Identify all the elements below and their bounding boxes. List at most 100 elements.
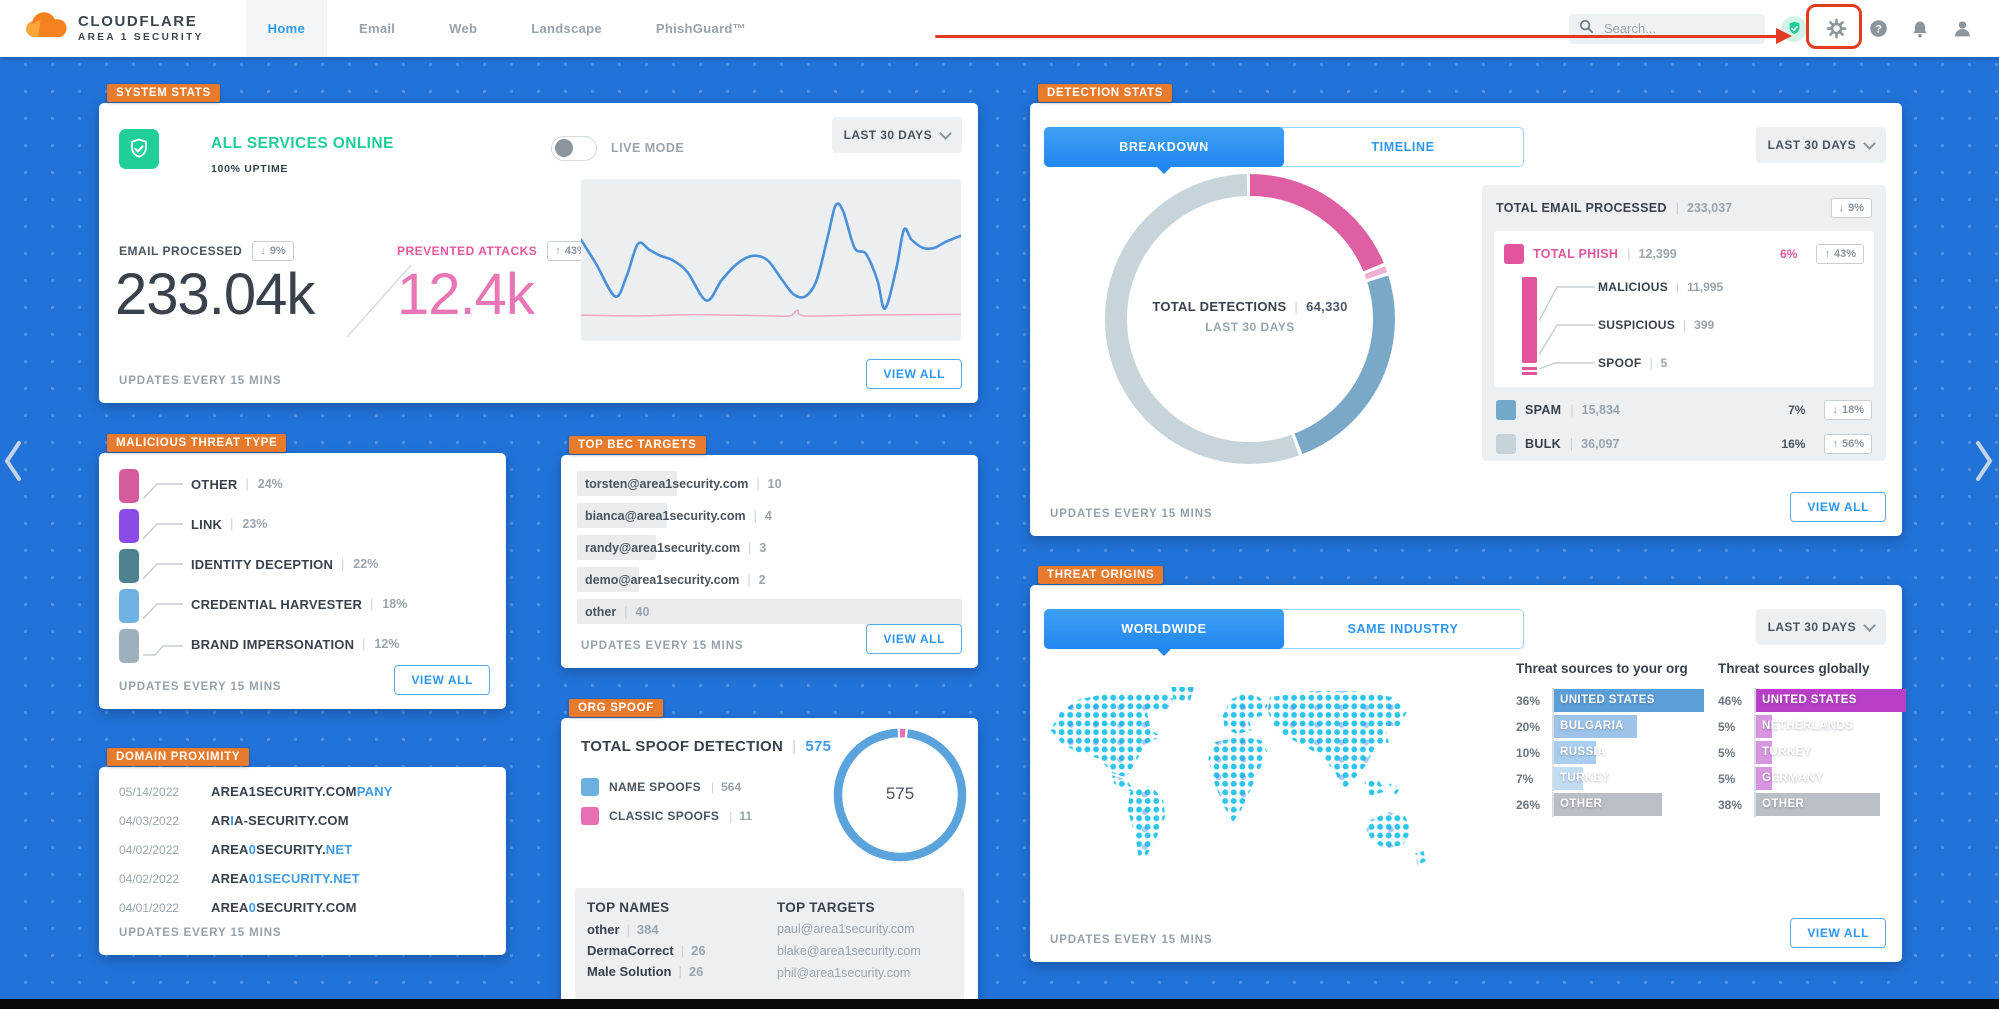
total-phish-row: TOTAL PHISH 12,399 6% ↑43%	[1504, 241, 1864, 267]
delta-badge: ↓ 9%	[1830, 198, 1872, 218]
threat-type-row: LINK 23%	[191, 515, 267, 533]
legend-swatch	[581, 778, 599, 796]
domain-segment: AREA	[211, 900, 249, 915]
top-name: DermaCorrect	[587, 943, 674, 958]
search-icon	[1579, 19, 1594, 39]
row-label: TOTAL PHISH	[1533, 247, 1619, 261]
origin-bar-zone: RUSSIA	[1552, 740, 1712, 765]
row-percent: 6%	[1780, 247, 1798, 261]
domain-name: AREA0SECURITY.NET	[211, 842, 352, 857]
range-dropdown[interactable]: LAST 30 DAYS	[831, 117, 962, 153]
origin-row-russia: 10% RUSSIA	[1516, 740, 1712, 765]
range-dropdown[interactable]: LAST 30 DAYS	[1755, 127, 1886, 163]
nav-item-landscape[interactable]: Landscape	[531, 21, 602, 36]
origins-tab-worldwide[interactable]: WORLDWIDE	[1044, 609, 1284, 656]
domain-segment: SECURITY.	[256, 842, 326, 857]
child-value: 5	[1650, 356, 1668, 370]
domain-name: AREA01SECURITY.NET	[211, 871, 360, 886]
origin-country-label: OTHER	[1762, 798, 1805, 810]
bec-target-email: other	[585, 605, 617, 619]
row-swatch	[1496, 400, 1516, 420]
carousel-left-chevron[interactable]	[2, 438, 24, 489]
bec-count-bar	[577, 471, 678, 496]
chevron-down-icon	[939, 126, 952, 140]
user-profile-icon[interactable]	[1949, 16, 1975, 42]
help-icon[interactable]: ?	[1865, 16, 1891, 42]
bec-target-row: randy@area1security.com3	[577, 535, 962, 560]
nav-item-email[interactable]: Email	[358, 21, 396, 36]
view-all-button[interactable]: VIEW ALL	[866, 359, 962, 389]
origin-percent: 36%	[1516, 693, 1541, 708]
connector-line	[143, 483, 183, 500]
domain-row: 04/03/2022 ARIA-SECURITY.COM	[99, 806, 506, 835]
origin-bar-zone: TURKEY	[1754, 740, 1914, 765]
top-name: other	[587, 922, 620, 937]
legend-item: CLASSIC SPOOFS 11	[581, 807, 752, 825]
threat-type-swatch	[119, 469, 139, 503]
top-target-email: paul@area1security.com	[777, 922, 915, 936]
top-names-list: other384DermaCorrect26Male Solution26	[587, 922, 706, 979]
view-all-button[interactable]: VIEW ALL	[1790, 918, 1886, 948]
threat-type-label: IDENTITY DECEPTION	[191, 556, 334, 572]
origin-country-label: TURKEY	[1560, 772, 1610, 784]
domain-name: ARIA-SECURITY.COM	[211, 813, 349, 828]
origin-bar-zone: UNITED STATES	[1552, 688, 1712, 713]
domain-diff-segment: I	[230, 813, 234, 828]
spoof-detail-panel: TOP NAMES other384DermaCorrect26Male Sol…	[575, 888, 964, 1000]
origins-tab-same-industry[interactable]: SAME INDUSTRY	[1347, 622, 1459, 636]
row-percent: 16%	[1781, 437, 1806, 451]
svg-text:?: ?	[1875, 23, 1882, 35]
origin-bar: OTHER	[1554, 793, 1663, 816]
top-targets-list: paul@area1security.com blake@area1securit…	[777, 922, 921, 980]
delta-badge-slot: ↓ 9%	[1830, 198, 1872, 218]
bec-text: randy@area1security.com3	[577, 535, 962, 561]
search-input[interactable]	[1569, 13, 1765, 44]
bec-text: other40	[577, 599, 962, 625]
detection-tab-timeline[interactable]: TIMELINE	[1371, 140, 1435, 154]
services-status-text: ALL SERVICES ONLINE	[211, 135, 394, 152]
bottom-black-bar	[0, 999, 1999, 1009]
origin-bar-zone: GERMANY	[1754, 766, 1914, 791]
origin-country-label: OTHER	[1560, 798, 1603, 810]
donut-center-value: 64,330	[1286, 299, 1347, 314]
nav-item-home[interactable]: Home	[245, 0, 327, 57]
phish-stacked-bar	[1522, 277, 1537, 363]
live-mode-toggle[interactable]	[551, 136, 597, 161]
detection-breakdown-panel: TOTAL EMAIL PROCESSED 233,037 ↓9% TOTAL …	[1482, 185, 1886, 461]
search-field[interactable]	[1602, 20, 1755, 37]
range-dropdown[interactable]: LAST 30 DAYS	[1755, 609, 1886, 645]
view-all-button[interactable]: VIEW ALL	[1790, 492, 1886, 522]
bec-target-count: 40	[616, 605, 649, 619]
malicious-threat-type-card: MALICIOUS THREAT TYPE OTHER 24% LINK 23% IDE…	[99, 434, 506, 709]
domain-proximity-card: DOMAIN PROXIMITY 05/14/2022 AREA1SECURITY…	[99, 748, 506, 955]
updates-note: UPDATES EVERY 15 MINS	[581, 640, 744, 652]
child-label: SPOOF	[1598, 356, 1642, 370]
detections-donut-chart	[1090, 159, 1410, 479]
nav-item-phishguard[interactable]: PhishGuard™	[655, 21, 746, 36]
view-all-button[interactable]: VIEW ALL	[866, 624, 962, 654]
bec-target-email: torsten@area1security.com	[585, 477, 749, 491]
child-label: SUSPICIOUS	[1598, 318, 1676, 332]
origin-percent: 5%	[1718, 745, 1736, 760]
top-target-email: phil@area1security.com	[777, 966, 911, 980]
view-all-button[interactable]: VIEW ALL	[394, 665, 490, 695]
origin-bar: RUSSIA	[1554, 741, 1605, 764]
carousel-right-chevron[interactable]	[1973, 438, 1995, 489]
domain-list: 05/14/2022 AREA1SECURITY.COMPANY 04/03/202…	[99, 777, 506, 922]
notifications-bell-icon[interactable]	[1907, 16, 1933, 42]
spam-bulk-rows: SPAM 15,834 7% ↓18% BULK 36,097 16% ↑56%	[1496, 397, 1872, 465]
delta-badge: ↑ 43%	[1816, 244, 1864, 264]
spoof-title-label: TOTAL SPOOF DETECTION	[581, 738, 784, 755]
donut-center-text: TOTAL DETECTIONS64,330 LAST 30 DAYS	[1130, 299, 1370, 334]
origin-bar: GERMANY	[1756, 767, 1823, 790]
domain-segment: A-SECURITY.COM	[234, 813, 349, 828]
detection-tab-breakdown[interactable]: BREAKDOWN	[1044, 127, 1284, 174]
connector-line	[143, 603, 183, 620]
threat-type-row: OTHER 24%	[191, 475, 283, 493]
nav-item-web[interactable]: Web	[449, 21, 478, 36]
threat-type-percent: 12%	[362, 637, 399, 651]
toggle-knob	[555, 139, 573, 157]
settings-gear-icon[interactable]	[1823, 16, 1849, 42]
origin-bar: BULGARIA	[1554, 715, 1638, 738]
brand-subtitle: AREA 1 SECURITY	[78, 32, 204, 44]
